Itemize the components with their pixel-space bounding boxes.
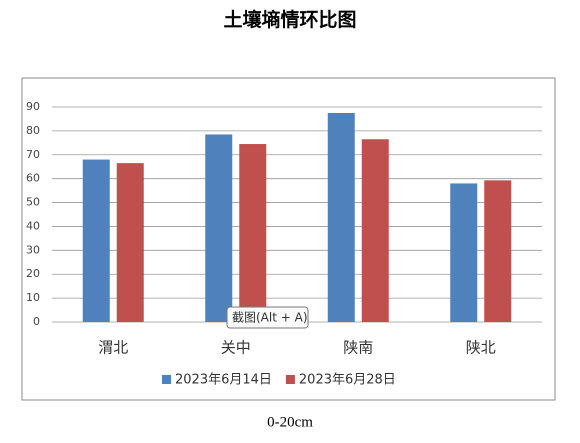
bar — [116, 163, 144, 322]
legend-label: 2023年6月28日 — [299, 373, 396, 388]
x-tick-label: 关中 — [221, 339, 251, 357]
bar — [327, 112, 355, 322]
chart-subtitle: 0-20cm — [267, 414, 313, 430]
y-tick-label: 50 — [26, 196, 40, 209]
y-tick-label: 10 — [26, 291, 40, 304]
y-tick-label: 80 — [26, 124, 40, 137]
bar — [484, 180, 512, 322]
bar — [361, 139, 389, 322]
legend-swatch — [285, 375, 295, 384]
y-tick-label: 90 — [26, 100, 40, 113]
bar — [82, 159, 110, 322]
tooltip: 截图(Alt + A) — [226, 306, 309, 329]
x-tick-label: 陕北 — [466, 339, 496, 357]
x-tick-label: 陕南 — [343, 339, 373, 357]
y-tick-label: 20 — [26, 267, 40, 280]
x-tick-label: 渭北 — [98, 339, 128, 357]
tooltip-text: 截图(Alt + A) — [232, 311, 308, 325]
bar — [450, 183, 478, 322]
legend-label: 2023年6月14日 — [175, 373, 272, 388]
y-tick-label: 0 — [33, 315, 40, 328]
chart-title: 土壤墒情环比图 — [223, 8, 356, 31]
chart-frame — [21, 77, 556, 401]
y-tick-label: 60 — [26, 172, 40, 185]
bar — [205, 134, 233, 322]
bar — [239, 144, 267, 322]
y-tick-label: 30 — [26, 243, 40, 256]
y-tick-label: 40 — [26, 219, 40, 232]
y-tick-label: 70 — [26, 148, 40, 161]
tooltip-box — [226, 306, 309, 329]
legend-swatch — [162, 375, 171, 384]
